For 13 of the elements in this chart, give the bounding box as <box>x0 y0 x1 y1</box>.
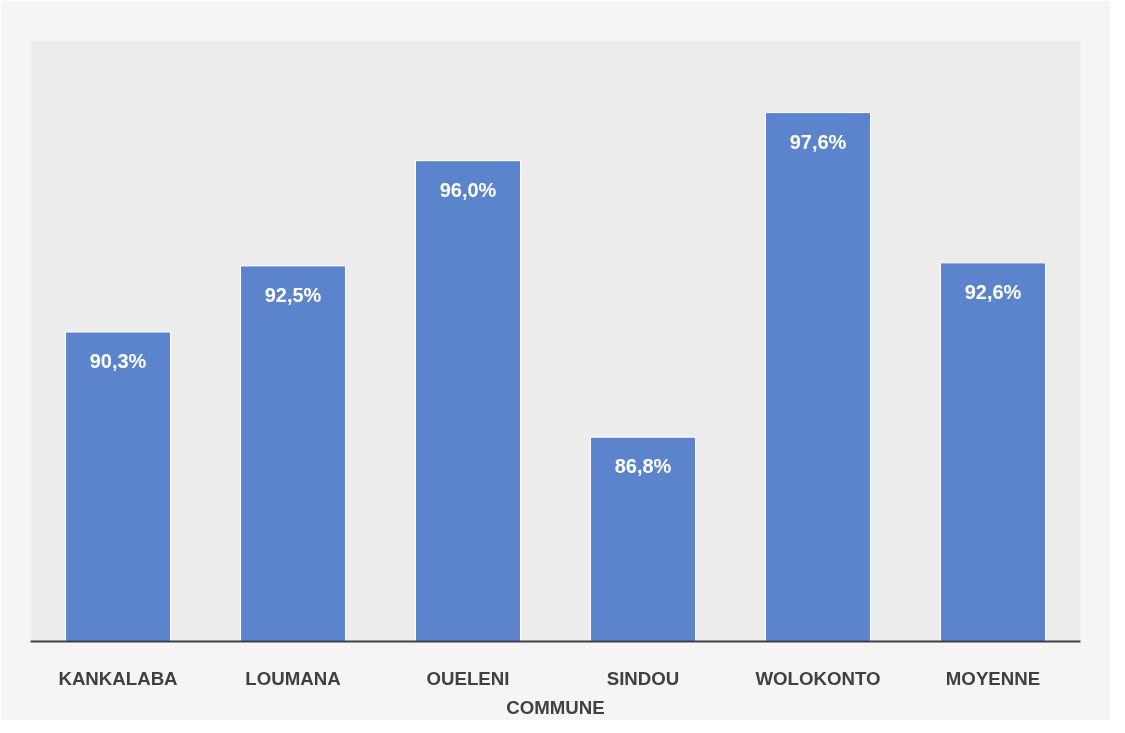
x-tick-label: KANKALABA <box>58 667 178 689</box>
x-tick-label: MOYENNE <box>945 667 1041 689</box>
x-tick-label: SINDOU <box>606 667 680 689</box>
x-tick-label: OUELENI <box>426 667 510 689</box>
data-label: 90,3% <box>89 349 147 372</box>
data-label: 92,5% <box>264 283 322 306</box>
data-label: 92,6% <box>964 280 1022 303</box>
data-label: 96,0% <box>439 178 497 201</box>
data-label: 86,8% <box>614 455 672 478</box>
x-tick-label: LOUMANA <box>245 667 341 689</box>
data-label: 97,6% <box>789 130 847 153</box>
x-tick-label: WOLOKONTO <box>755 667 881 689</box>
x-axis-title: COMMUNE <box>506 696 605 718</box>
